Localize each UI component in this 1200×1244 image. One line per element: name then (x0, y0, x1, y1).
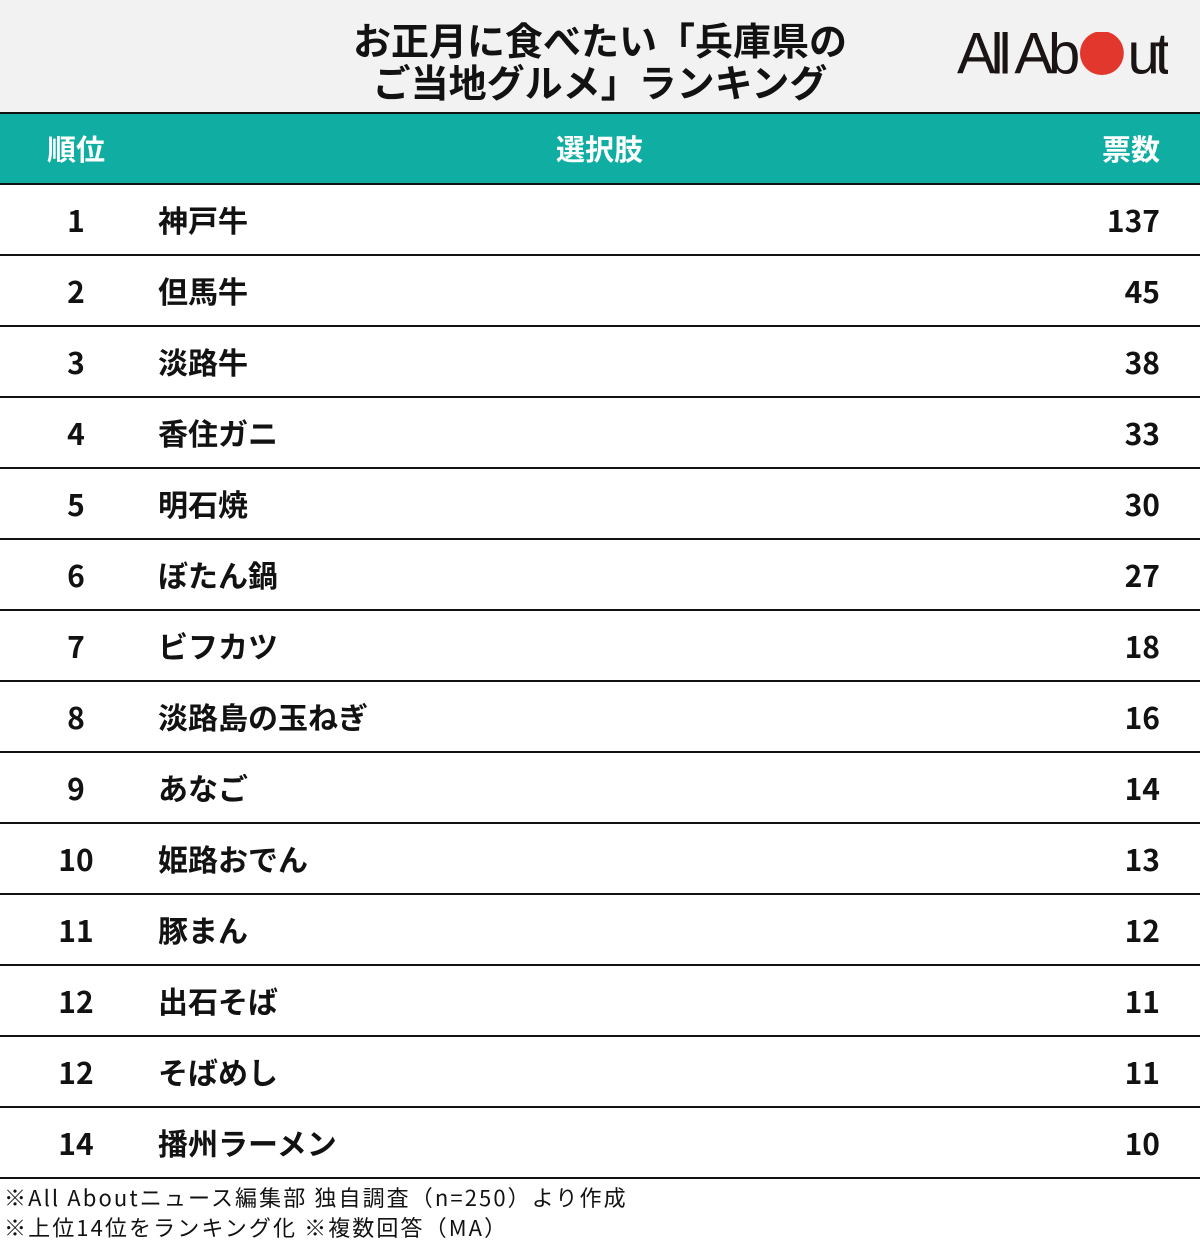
svg-text:All Ab: All Ab (957, 32, 1078, 78)
svg-text:ut: ut (1128, 32, 1169, 78)
